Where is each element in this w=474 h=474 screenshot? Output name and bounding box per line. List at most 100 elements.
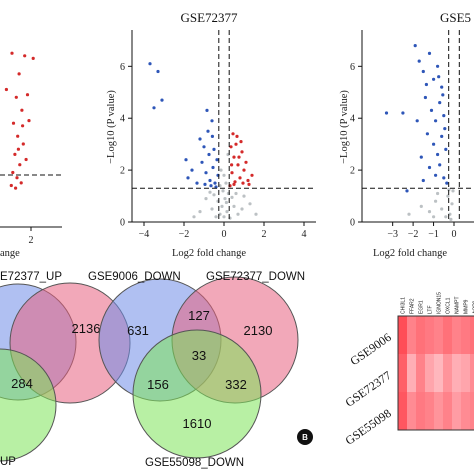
- venn-count: 2136: [72, 321, 101, 336]
- heatmap-cell: [434, 392, 443, 430]
- y-tick-label: 0: [350, 218, 355, 229]
- down-gene-point: [148, 62, 152, 66]
- heatmap-cell: [434, 354, 443, 392]
- ns-gene-point: [436, 191, 440, 196]
- down-gene-point: [212, 147, 216, 151]
- ns-gene-point: [212, 193, 216, 197]
- down-gene-point: [415, 119, 419, 123]
- ns-gene-point: [432, 215, 436, 219]
- down-gene-point: [203, 182, 207, 186]
- down-gene-point: [160, 98, 164, 102]
- up-gene-point: [18, 163, 22, 167]
- row-label: GSE72377: [343, 368, 394, 410]
- up-gene-point: [230, 163, 234, 167]
- y-tick-label: 2: [350, 166, 355, 177]
- up-gene-point: [238, 176, 242, 180]
- ns-gene-point: [222, 173, 226, 177]
- x-tick-label: 2: [262, 229, 267, 240]
- down-gene-point: [195, 181, 199, 185]
- row-label: GSE9006: [347, 330, 393, 368]
- ns-gene-point: [224, 181, 228, 185]
- down-gene-point: [427, 51, 432, 56]
- venn-count: 284: [11, 376, 33, 391]
- down-gene-point: [438, 101, 442, 105]
- gene-label: OXCL1: [446, 297, 452, 314]
- down-gene-point: [441, 93, 445, 97]
- up-gene-point: [231, 132, 235, 136]
- heatmap: CHI3L1FFAR2EGR1LTFIGNON15OXCL1NAMPTMMP9A…: [343, 292, 474, 448]
- heatmap-cells: [397, 315, 474, 431]
- heatmap-cell: [470, 392, 474, 430]
- venn-count-c-only: 1610: [183, 416, 212, 431]
- up-gene-point: [16, 147, 20, 151]
- down-gene-point: [432, 142, 436, 146]
- up-gene-point: [19, 181, 23, 185]
- down-gene-point: [444, 147, 448, 151]
- up-gene-point: [240, 150, 244, 154]
- ns-gene-point: [450, 202, 454, 206]
- up-gene-point: [237, 155, 241, 159]
- down-gene-point: [419, 155, 423, 159]
- up-gene-point: [247, 182, 251, 186]
- points: [4, 51, 35, 190]
- x-tick-label: −3: [387, 229, 398, 240]
- y-tick-label: 6: [120, 62, 125, 73]
- chart-title: GSE5: [440, 10, 471, 25]
- ns-gene-point: [192, 215, 196, 219]
- badge-circle: [297, 429, 313, 445]
- ns-gene-point: [440, 207, 444, 211]
- down-gene-point: [440, 134, 444, 138]
- down-gene-point: [425, 132, 429, 136]
- up-gene-point: [25, 93, 30, 97]
- ns-gene-point: [419, 204, 423, 208]
- row-label: GSE55098: [343, 406, 394, 448]
- down-gene-point: [421, 178, 425, 183]
- ns-gene-point: [434, 199, 438, 203]
- volcano-gse9006-partial: 2 ange: [0, 51, 62, 259]
- heatmap-cell: [425, 316, 434, 354]
- up-gene-point: [31, 56, 35, 61]
- down-gene-point: [442, 176, 446, 180]
- down-gene-point: [156, 69, 160, 74]
- up-gene-point: [239, 140, 243, 144]
- up-gene-point: [232, 182, 236, 186]
- x-tick-label: −2: [179, 229, 190, 240]
- venn-label-a: GSE9006_DOWN: [88, 271, 181, 283]
- down-gene-point: [198, 137, 202, 141]
- heatmap-cell: [398, 392, 407, 430]
- down-gene-point: [436, 64, 440, 68]
- venn-count-ac: 156: [147, 377, 169, 392]
- heatmap-cell: [461, 392, 470, 430]
- up-gene-point: [13, 152, 17, 156]
- up-gene-point: [21, 142, 25, 146]
- venn-label-b: E72377_UP: [0, 271, 62, 283]
- up-gene-point: [236, 163, 240, 167]
- up-gene-point: [246, 178, 250, 183]
- down-gene-point: [186, 176, 190, 180]
- down-gene-point: [209, 184, 213, 188]
- ns-gene-point: [234, 191, 238, 196]
- x-tick-label: 4: [302, 229, 307, 240]
- heatmap-cell: [425, 392, 434, 430]
- down-gene-point: [437, 75, 441, 79]
- heatmap-cell: [398, 354, 407, 392]
- up-gene-point: [232, 155, 236, 159]
- ns-gene-point: [221, 189, 225, 193]
- gene-label: FFAR2: [410, 298, 416, 314]
- up-gene-point: [27, 119, 31, 123]
- y-tick-label: 6: [350, 62, 355, 73]
- down-gene-point: [429, 108, 434, 112]
- down-gene-point: [200, 160, 204, 164]
- up-gene-point: [15, 176, 19, 180]
- ns-gene-point: [427, 210, 432, 214]
- heatmap-cell: [425, 354, 434, 392]
- axes: −4 −2 0 2 4 0 2 4 6: [120, 30, 316, 240]
- up-gene-point: [235, 134, 239, 138]
- down-gene-point: [211, 165, 215, 170]
- up-gene-point: [234, 142, 238, 146]
- heatmap-cell: [398, 316, 407, 354]
- up-gene-point: [229, 145, 233, 149]
- x-tick-label: 0: [452, 229, 457, 240]
- down-gene-point: [206, 129, 210, 133]
- panel-badge-b: B: [297, 429, 313, 445]
